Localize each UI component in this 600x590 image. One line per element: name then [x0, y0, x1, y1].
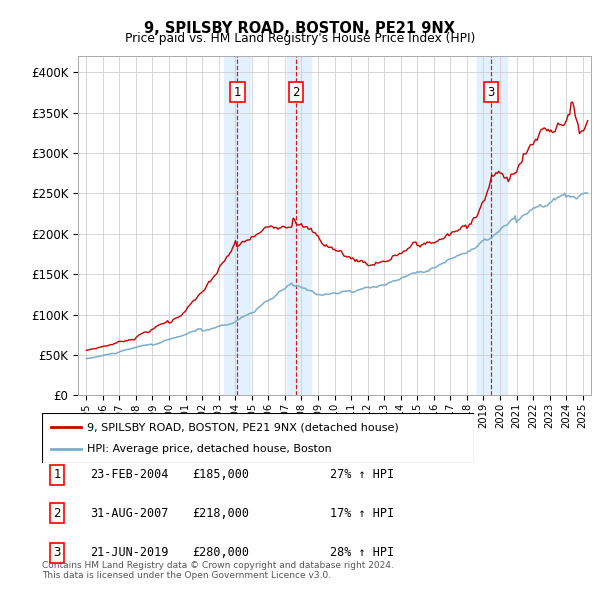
- Text: 1: 1: [233, 86, 241, 99]
- Text: 3: 3: [53, 546, 61, 559]
- Text: HPI: Average price, detached house, Boston: HPI: Average price, detached house, Bost…: [88, 444, 332, 454]
- Text: 23-FEB-2004: 23-FEB-2004: [90, 468, 169, 481]
- Bar: [477, 56, 506, 395]
- FancyBboxPatch shape: [42, 413, 474, 463]
- Text: This data is licensed under the Open Government Licence v3.0.: This data is licensed under the Open Gov…: [42, 571, 331, 580]
- Text: 21-JUN-2019: 21-JUN-2019: [90, 546, 169, 559]
- Text: 28% ↑ HPI: 28% ↑ HPI: [330, 546, 394, 559]
- Bar: [224, 56, 250, 395]
- Text: 3: 3: [488, 86, 495, 99]
- Text: 9, SPILSBY ROAD, BOSTON, PE21 9NX: 9, SPILSBY ROAD, BOSTON, PE21 9NX: [145, 21, 455, 35]
- Text: 2: 2: [292, 86, 299, 99]
- Text: £280,000: £280,000: [192, 546, 249, 559]
- Text: £218,000: £218,000: [192, 507, 249, 520]
- Text: £185,000: £185,000: [192, 468, 249, 481]
- Text: 2: 2: [53, 507, 61, 520]
- Text: 1: 1: [53, 468, 61, 481]
- Text: Price paid vs. HM Land Registry's House Price Index (HPI): Price paid vs. HM Land Registry's House …: [125, 32, 475, 45]
- Text: 9, SPILSBY ROAD, BOSTON, PE21 9NX (detached house): 9, SPILSBY ROAD, BOSTON, PE21 9NX (detac…: [88, 422, 399, 432]
- Text: 17% ↑ HPI: 17% ↑ HPI: [330, 507, 394, 520]
- Bar: [287, 56, 311, 395]
- Text: 27% ↑ HPI: 27% ↑ HPI: [330, 468, 394, 481]
- Text: Contains HM Land Registry data © Crown copyright and database right 2024.: Contains HM Land Registry data © Crown c…: [42, 560, 394, 569]
- Text: 31-AUG-2007: 31-AUG-2007: [90, 507, 169, 520]
